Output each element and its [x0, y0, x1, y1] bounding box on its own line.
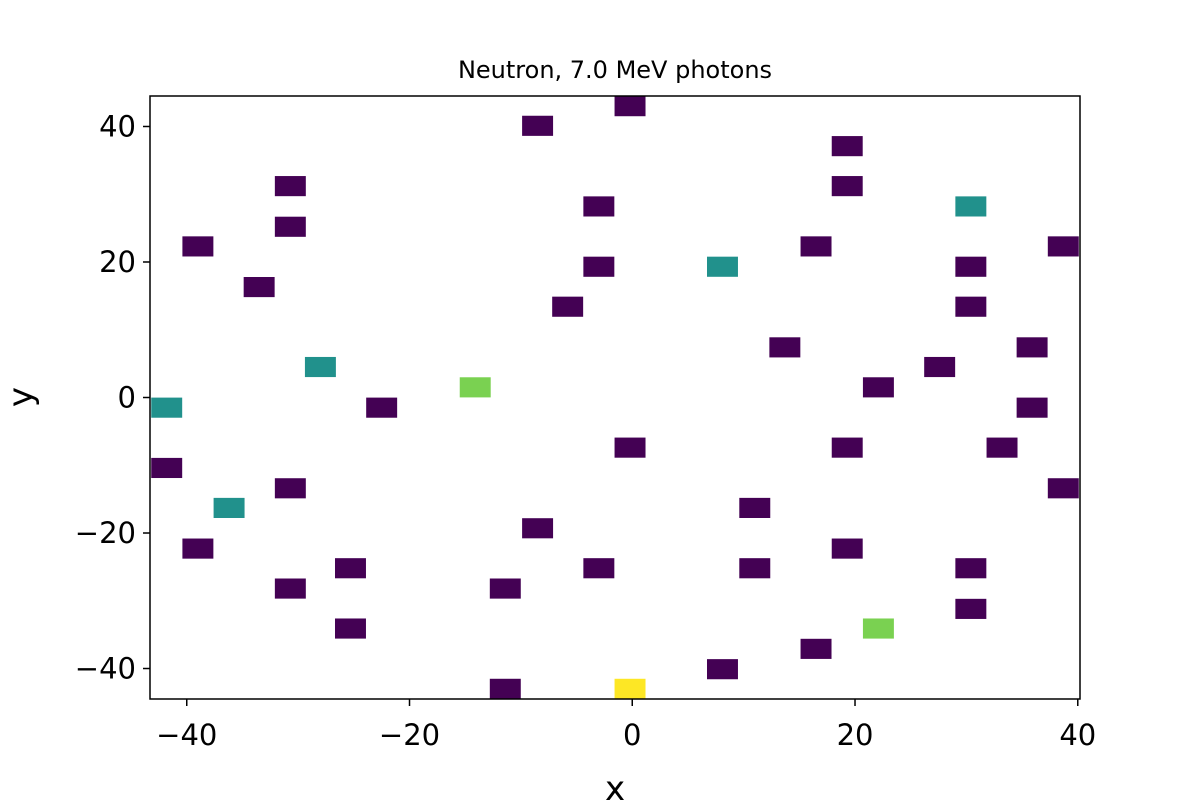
- y-tick-label: 40: [99, 109, 136, 143]
- y-tick-label: 20: [99, 245, 136, 279]
- heatmap-cell-8: [182, 236, 214, 257]
- y-axis-label: y: [1, 387, 41, 407]
- heatmap-cell-0: [614, 96, 646, 117]
- heatmap-cell-41: [274, 578, 306, 599]
- heatmap-cell-5: [583, 196, 615, 217]
- heatmap-cell-2: [831, 136, 863, 157]
- heatmap-cell-30: [274, 478, 306, 499]
- heatmap-cell-1: [522, 115, 554, 136]
- heatmap-cell-9: [800, 236, 832, 257]
- heatmap-cell-26: [614, 437, 646, 458]
- heatmap-cell-37: [334, 558, 366, 579]
- heatmap-cell-14: [243, 277, 275, 298]
- heatmap-cell-12: [706, 256, 738, 277]
- heatmap-cell-13: [955, 256, 987, 277]
- heatmap-cell-3: [274, 176, 306, 197]
- heatmap-cell-46: [800, 638, 832, 659]
- heatmap-cell-15: [552, 296, 584, 317]
- heatmap-cell-23: [151, 397, 183, 418]
- x-tick-label: 20: [837, 718, 874, 752]
- y-axis-ticks: −40 −20 0 20 40: [75, 109, 150, 686]
- y-tick-label: 0: [118, 381, 136, 415]
- heatmap-cell-39: [739, 558, 771, 579]
- heatmap-cell-10: [1047, 236, 1079, 257]
- y-tick-label: −20: [75, 516, 136, 550]
- heatmap-cell-18: [1016, 337, 1048, 358]
- heatmap-cell-16: [955, 296, 987, 317]
- heatmap-cell-28: [986, 437, 1018, 458]
- heatmap-cell-34: [522, 518, 554, 539]
- heatmap-cell-20: [924, 356, 956, 378]
- heatmap-cell-27: [831, 437, 863, 458]
- heatmap-cell-47: [706, 659, 738, 680]
- heatmap-cell-11: [583, 256, 615, 277]
- heatmap-cell-29: [151, 457, 183, 479]
- x-axis-label: x: [605, 769, 625, 800]
- heatmap-cell-33: [739, 497, 771, 518]
- heatmap-cell-21: [459, 377, 491, 398]
- heatmap-cell-45: [862, 618, 894, 639]
- x-tick-label: −40: [156, 718, 217, 752]
- heatmap-cell-32: [213, 497, 245, 518]
- x-tick-label: 0: [623, 718, 641, 752]
- heatmap-cell-31: [1047, 478, 1079, 499]
- heatmap-cell-22: [862, 377, 894, 398]
- heatmap-cell-17: [769, 337, 801, 358]
- heatmap-cell-19: [304, 356, 336, 378]
- x-tick-label: 40: [1059, 718, 1096, 752]
- heatmap-cell-36: [831, 538, 863, 559]
- heatmap-cell-4: [831, 176, 863, 197]
- heatmap-cell-43: [955, 598, 987, 619]
- heatmap-cell-25: [1016, 397, 1048, 418]
- heatmap-cell-38: [583, 558, 615, 579]
- chart-title: Neutron, 7.0 MeV photons: [458, 56, 772, 84]
- heatmap-cell-7: [274, 216, 306, 237]
- heatmap-cell-40: [955, 558, 987, 579]
- y-tick-label: −40: [75, 652, 136, 686]
- heatmap-cell-35: [182, 538, 214, 559]
- heatmap-cell-48: [489, 678, 521, 699]
- x-tick-label: −20: [379, 718, 440, 752]
- heatmap-cell-24: [366, 397, 398, 418]
- x-axis-ticks: −40 −20 0 20 40: [156, 699, 1096, 752]
- heatmap-cells: [151, 96, 1079, 699]
- heatmap-cell-44: [334, 618, 366, 639]
- heatmap-cell-6: [955, 196, 987, 217]
- heatmap-cell-49: [614, 678, 646, 699]
- heatmap-cell-42: [489, 578, 521, 599]
